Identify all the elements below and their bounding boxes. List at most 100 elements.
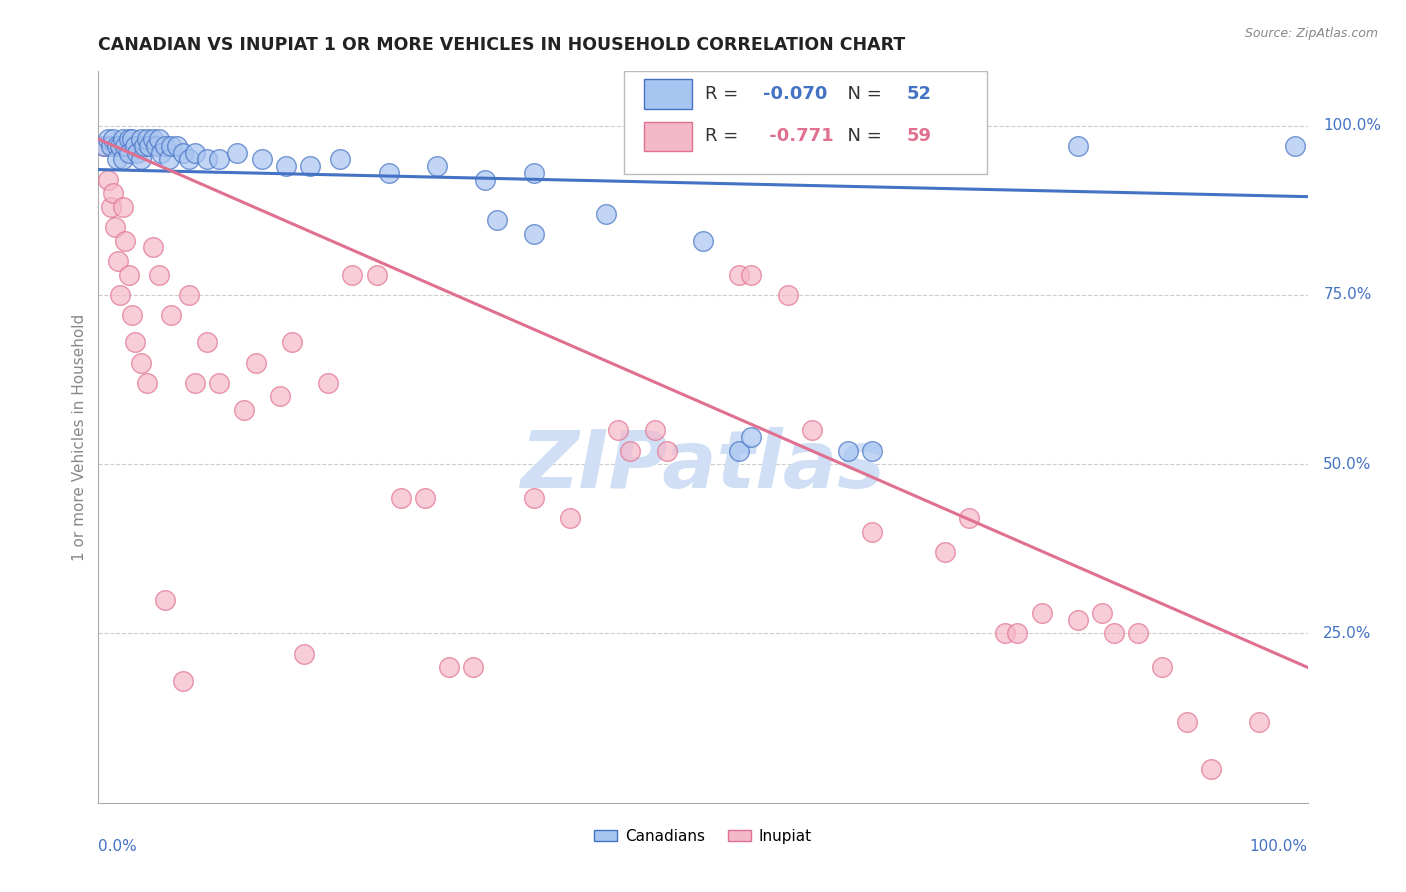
Text: 50.0%: 50.0% <box>1323 457 1372 472</box>
Point <box>728 268 751 282</box>
Point <box>389 491 412 505</box>
Point <box>97 132 120 146</box>
Point <box>142 132 165 146</box>
Text: N =: N = <box>837 128 887 145</box>
Text: N =: N = <box>837 85 887 103</box>
Point <box>1152 660 1174 674</box>
Point <box>184 145 207 160</box>
Point <box>342 268 364 282</box>
Point <box>292 647 315 661</box>
Point <box>100 139 122 153</box>
Point <box>138 139 160 153</box>
Point <box>134 139 156 153</box>
Point <box>274 159 297 173</box>
Point <box>184 376 207 390</box>
Point <box>166 139 188 153</box>
Point <box>1067 613 1090 627</box>
Point <box>148 268 170 282</box>
Point <box>800 423 823 437</box>
Text: ZIPatlas: ZIPatlas <box>520 427 886 506</box>
Point <box>740 268 762 282</box>
Point <box>148 132 170 146</box>
Point <box>558 511 581 525</box>
Point <box>377 166 399 180</box>
Text: -0.771: -0.771 <box>763 128 834 145</box>
Text: R =: R = <box>706 128 744 145</box>
Point <box>93 139 115 153</box>
Point <box>1128 626 1150 640</box>
Point <box>172 145 194 160</box>
Text: -0.070: -0.070 <box>763 85 828 103</box>
Point <box>728 443 751 458</box>
Point <box>104 220 127 235</box>
Point <box>860 524 883 539</box>
Point <box>281 335 304 350</box>
Point <box>118 132 141 146</box>
Point <box>97 172 120 186</box>
Point <box>644 423 666 437</box>
Point <box>108 288 131 302</box>
Point <box>655 443 678 458</box>
Point <box>837 443 859 458</box>
Text: 75.0%: 75.0% <box>1323 287 1372 302</box>
Point <box>1199 762 1222 776</box>
Point <box>607 423 630 437</box>
Point <box>145 139 167 153</box>
Point <box>195 153 218 167</box>
Point <box>195 335 218 350</box>
Text: 59: 59 <box>905 128 931 145</box>
Point <box>523 166 546 180</box>
Point <box>245 355 267 369</box>
FancyBboxPatch shape <box>644 122 692 151</box>
Point <box>437 660 460 674</box>
Point <box>124 335 146 350</box>
Point <box>523 491 546 505</box>
Point <box>619 443 641 458</box>
Point <box>105 139 128 153</box>
Point <box>111 132 134 146</box>
Point <box>135 376 157 390</box>
Point <box>142 240 165 254</box>
Point <box>463 660 485 674</box>
Text: 25.0%: 25.0% <box>1323 626 1372 641</box>
Point <box>1249 714 1271 729</box>
Point <box>1102 626 1125 640</box>
Text: 100.0%: 100.0% <box>1323 118 1381 133</box>
Text: CANADIAN VS INUPIAT 1 OR MORE VEHICLES IN HOUSEHOLD CORRELATION CHART: CANADIAN VS INUPIAT 1 OR MORE VEHICLES I… <box>98 36 905 54</box>
Point <box>107 254 129 268</box>
Point <box>366 268 388 282</box>
Point <box>329 153 352 167</box>
Point <box>129 355 152 369</box>
Point <box>299 159 322 173</box>
Point <box>135 132 157 146</box>
Point <box>426 159 449 173</box>
Point <box>860 443 883 458</box>
Point <box>124 139 146 153</box>
Point <box>127 145 149 160</box>
Point <box>129 153 152 167</box>
Text: 0.0%: 0.0% <box>98 839 138 855</box>
Point <box>1091 606 1114 620</box>
Point <box>111 153 134 167</box>
Point <box>692 234 714 248</box>
Point <box>153 139 176 153</box>
Point <box>934 545 956 559</box>
Point <box>740 430 762 444</box>
Point <box>114 234 136 248</box>
FancyBboxPatch shape <box>644 79 692 109</box>
Point <box>208 153 231 167</box>
Point <box>121 308 143 322</box>
Point <box>413 491 436 505</box>
Point <box>1031 606 1053 620</box>
Point <box>160 308 183 322</box>
Point <box>226 145 249 160</box>
Text: R =: R = <box>706 85 744 103</box>
Point <box>108 139 131 153</box>
Point <box>111 200 134 214</box>
Point <box>474 172 496 186</box>
Text: 100.0%: 100.0% <box>1250 839 1308 855</box>
Point <box>994 626 1017 640</box>
Point <box>100 200 122 214</box>
Point <box>486 213 509 227</box>
Point <box>269 389 291 403</box>
